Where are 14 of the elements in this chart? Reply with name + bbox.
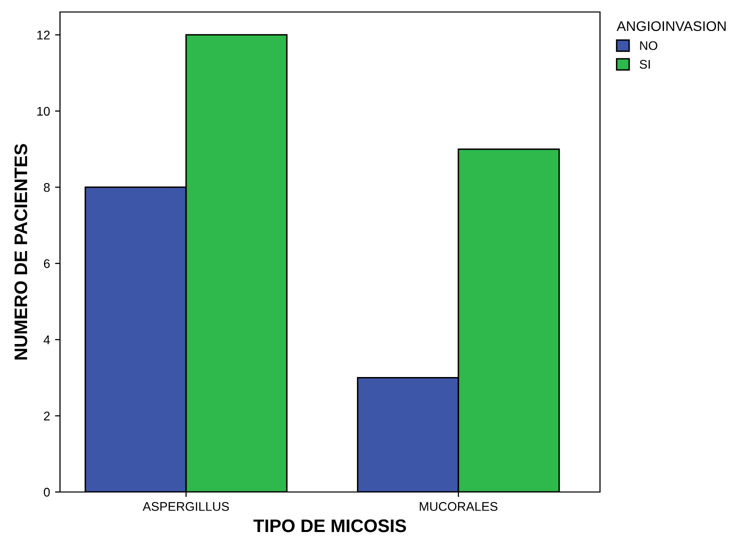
- x-axis-title: TIPO DE MICOSIS: [253, 519, 406, 532]
- y-tick-label: 6: [44, 259, 50, 268]
- y-tick-label: 0: [44, 488, 50, 497]
- x-tick-label: MUCORALES: [420, 502, 498, 511]
- y-tick-label: 4: [44, 336, 50, 344]
- y-tick-label: 12: [37, 30, 50, 40]
- legend-label: SI: [640, 60, 650, 69]
- y-tick-label: 10: [37, 106, 50, 116]
- y-tick-label: 8: [44, 183, 50, 192]
- x-tick-label: ASPERGILLUS: [142, 502, 229, 511]
- legend-label: NO: [640, 41, 658, 50]
- y-tick-label: 2: [44, 412, 50, 420]
- y-axis-title: NUMERO DE PACIENTES: [14, 144, 28, 360]
- legend-title: ANGIOINVASION: [616, 21, 726, 32]
